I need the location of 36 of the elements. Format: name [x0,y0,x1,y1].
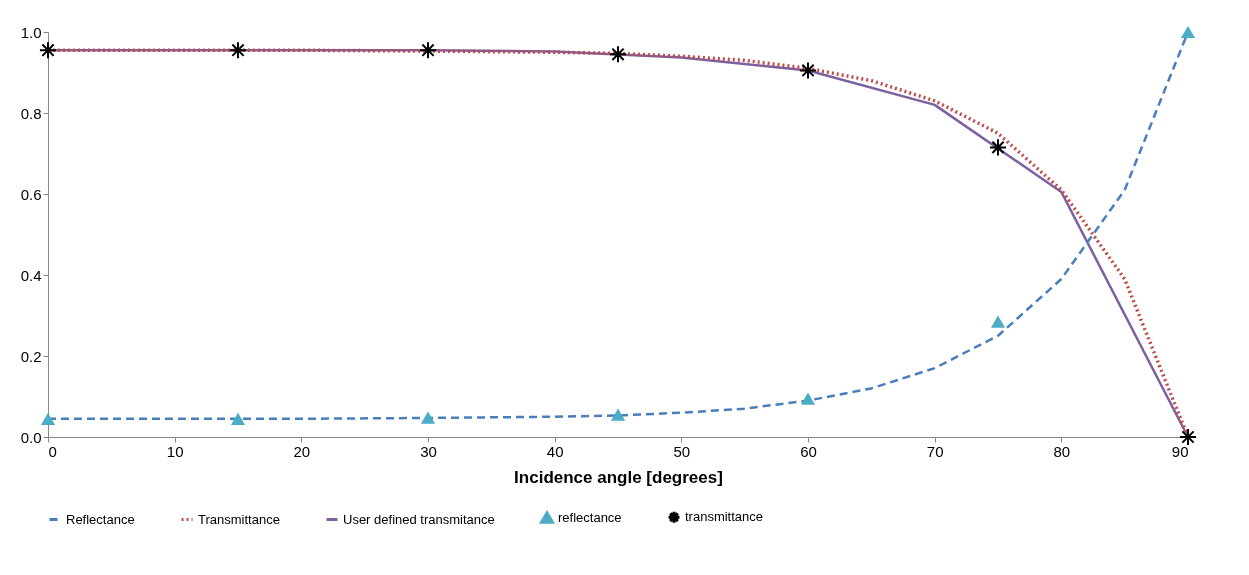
point [798,61,818,80]
point [800,392,816,405]
x-tick-label: 10 [166,442,184,460]
x-tick-label: 60 [800,442,817,460]
point [990,315,1006,328]
legend-label: Transmittance [198,511,280,527]
point [38,41,58,60]
y-tick-label: 0.8 [20,104,42,122]
x-tick-label: 80 [1053,442,1071,460]
y-tick-label: 1.0 [20,23,42,41]
point [40,412,56,425]
point [610,408,626,421]
x-tick-label: 0 [48,442,57,460]
x-tick-label: 50 [673,442,691,460]
point [228,41,248,60]
x-tick-label: 20 [293,442,311,460]
x-tick-label: 90 [1171,442,1189,460]
point [1180,25,1196,39]
y-tick-label: 0.0 [20,428,42,446]
legend-label: Reflectance [66,511,135,527]
point [1178,427,1198,447]
x-tick-label: 40 [546,442,564,460]
legend-label: User defined transmitance [343,511,495,527]
point [608,45,628,64]
y-tick-label: 0.4 [20,266,42,284]
point [420,411,436,424]
point [230,412,246,425]
point [988,138,1008,157]
x-tick-label: 30 [420,442,437,460]
legend-label: transmittance [685,509,764,525]
y-tick-label: 0.2 [20,347,42,365]
x-tick-label: 70 [926,442,944,460]
point [418,41,438,60]
x-axis-title: Incidence angle [degrees] [514,467,723,487]
legend-label: reflectance [558,509,622,525]
y-tick-label: 0.6 [20,185,42,203]
